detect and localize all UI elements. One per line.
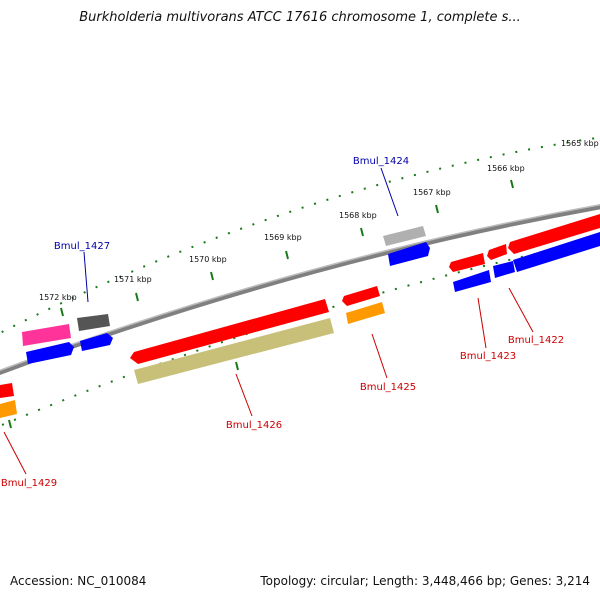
gene-feature-blue-long[interactable]	[513, 232, 600, 272]
leader-lines	[3, 167, 534, 475]
tick-label: 1568 kbp	[339, 211, 377, 220]
tick-label: 1566 kbp	[487, 164, 525, 173]
tick-label: 1571 kbp	[114, 275, 152, 284]
leader-1429	[3, 431, 27, 475]
major-ticks	[8, 179, 514, 429]
gene-label[interactable]: Bmul_1424	[353, 156, 409, 167]
tick-mark	[135, 292, 139, 302]
gene-feature-blue-a[interactable]	[453, 270, 491, 292]
gene-feature-blue-left[interactable]	[26, 342, 74, 364]
gene-feature-orange-left[interactable]	[0, 400, 17, 418]
tick-mark	[510, 179, 514, 189]
tick-label: 1567 kbp	[413, 188, 451, 197]
gene-feature-red-1425[interactable]	[342, 286, 380, 306]
leader-1422	[508, 287, 534, 333]
tick-mark	[435, 204, 439, 214]
gene-label[interactable]: Bmul_1422	[508, 335, 564, 346]
gene-label[interactable]: Bmul_1429	[1, 478, 57, 489]
gene-feature-blue-1427[interactable]	[80, 333, 113, 351]
leader-1425	[371, 333, 388, 379]
gene-label[interactable]: Bmul_1427	[54, 241, 110, 252]
leader-1424	[380, 167, 399, 217]
gene-label[interactable]: Bmul_1423	[460, 351, 516, 362]
tick-label: 1569 kbp	[264, 233, 302, 242]
genome-summary-text: Topology: circular; Length: 3,448,466 bp…	[260, 574, 590, 588]
leader-1423	[477, 297, 487, 349]
tick-mark	[235, 361, 239, 371]
outer-tick-track	[0, 239, 600, 427]
tick-label: 1565 kbp	[561, 139, 599, 148]
gene-label[interactable]: Bmul_1425	[360, 382, 416, 393]
tick-mark	[8, 419, 12, 429]
tick-label: 1570 kbp	[189, 255, 227, 264]
accession-text: Accession: NC_010084	[10, 574, 147, 588]
gene-feature-red-small[interactable]	[487, 244, 507, 260]
map-title: Burkholderia multivorans ATCC 17616 chro…	[79, 10, 521, 25]
leader-1427	[83, 251, 89, 303]
tick-mark	[60, 307, 64, 317]
tick-mark	[210, 271, 214, 281]
gene-feature-red-1422[interactable]	[508, 214, 600, 254]
gene-feature-1424[interactable]	[383, 226, 426, 246]
gene-feature-pink[interactable]	[22, 324, 71, 346]
tick-mark	[360, 227, 364, 237]
gene-feature-red-1426[interactable]	[130, 299, 329, 364]
tick-label: 1572 kbp	[39, 293, 77, 302]
tick-mark	[285, 250, 289, 260]
gene-feature-red-1423[interactable]	[449, 253, 485, 272]
gene-label[interactable]: Bmul_1426	[226, 420, 282, 431]
gene-feature-red-left[interactable]	[0, 383, 14, 398]
gene-feature-orange-1425[interactable]	[346, 302, 385, 324]
leader-1426	[235, 373, 253, 417]
chromosome-backbone	[0, 204, 600, 375]
gene-feature-olive-1426[interactable]	[134, 318, 334, 384]
gene-feature-blue-b[interactable]	[493, 261, 515, 278]
gene-feature-1427[interactable]	[77, 314, 110, 331]
gene-feature-blue-1424[interactable]	[388, 242, 430, 266]
